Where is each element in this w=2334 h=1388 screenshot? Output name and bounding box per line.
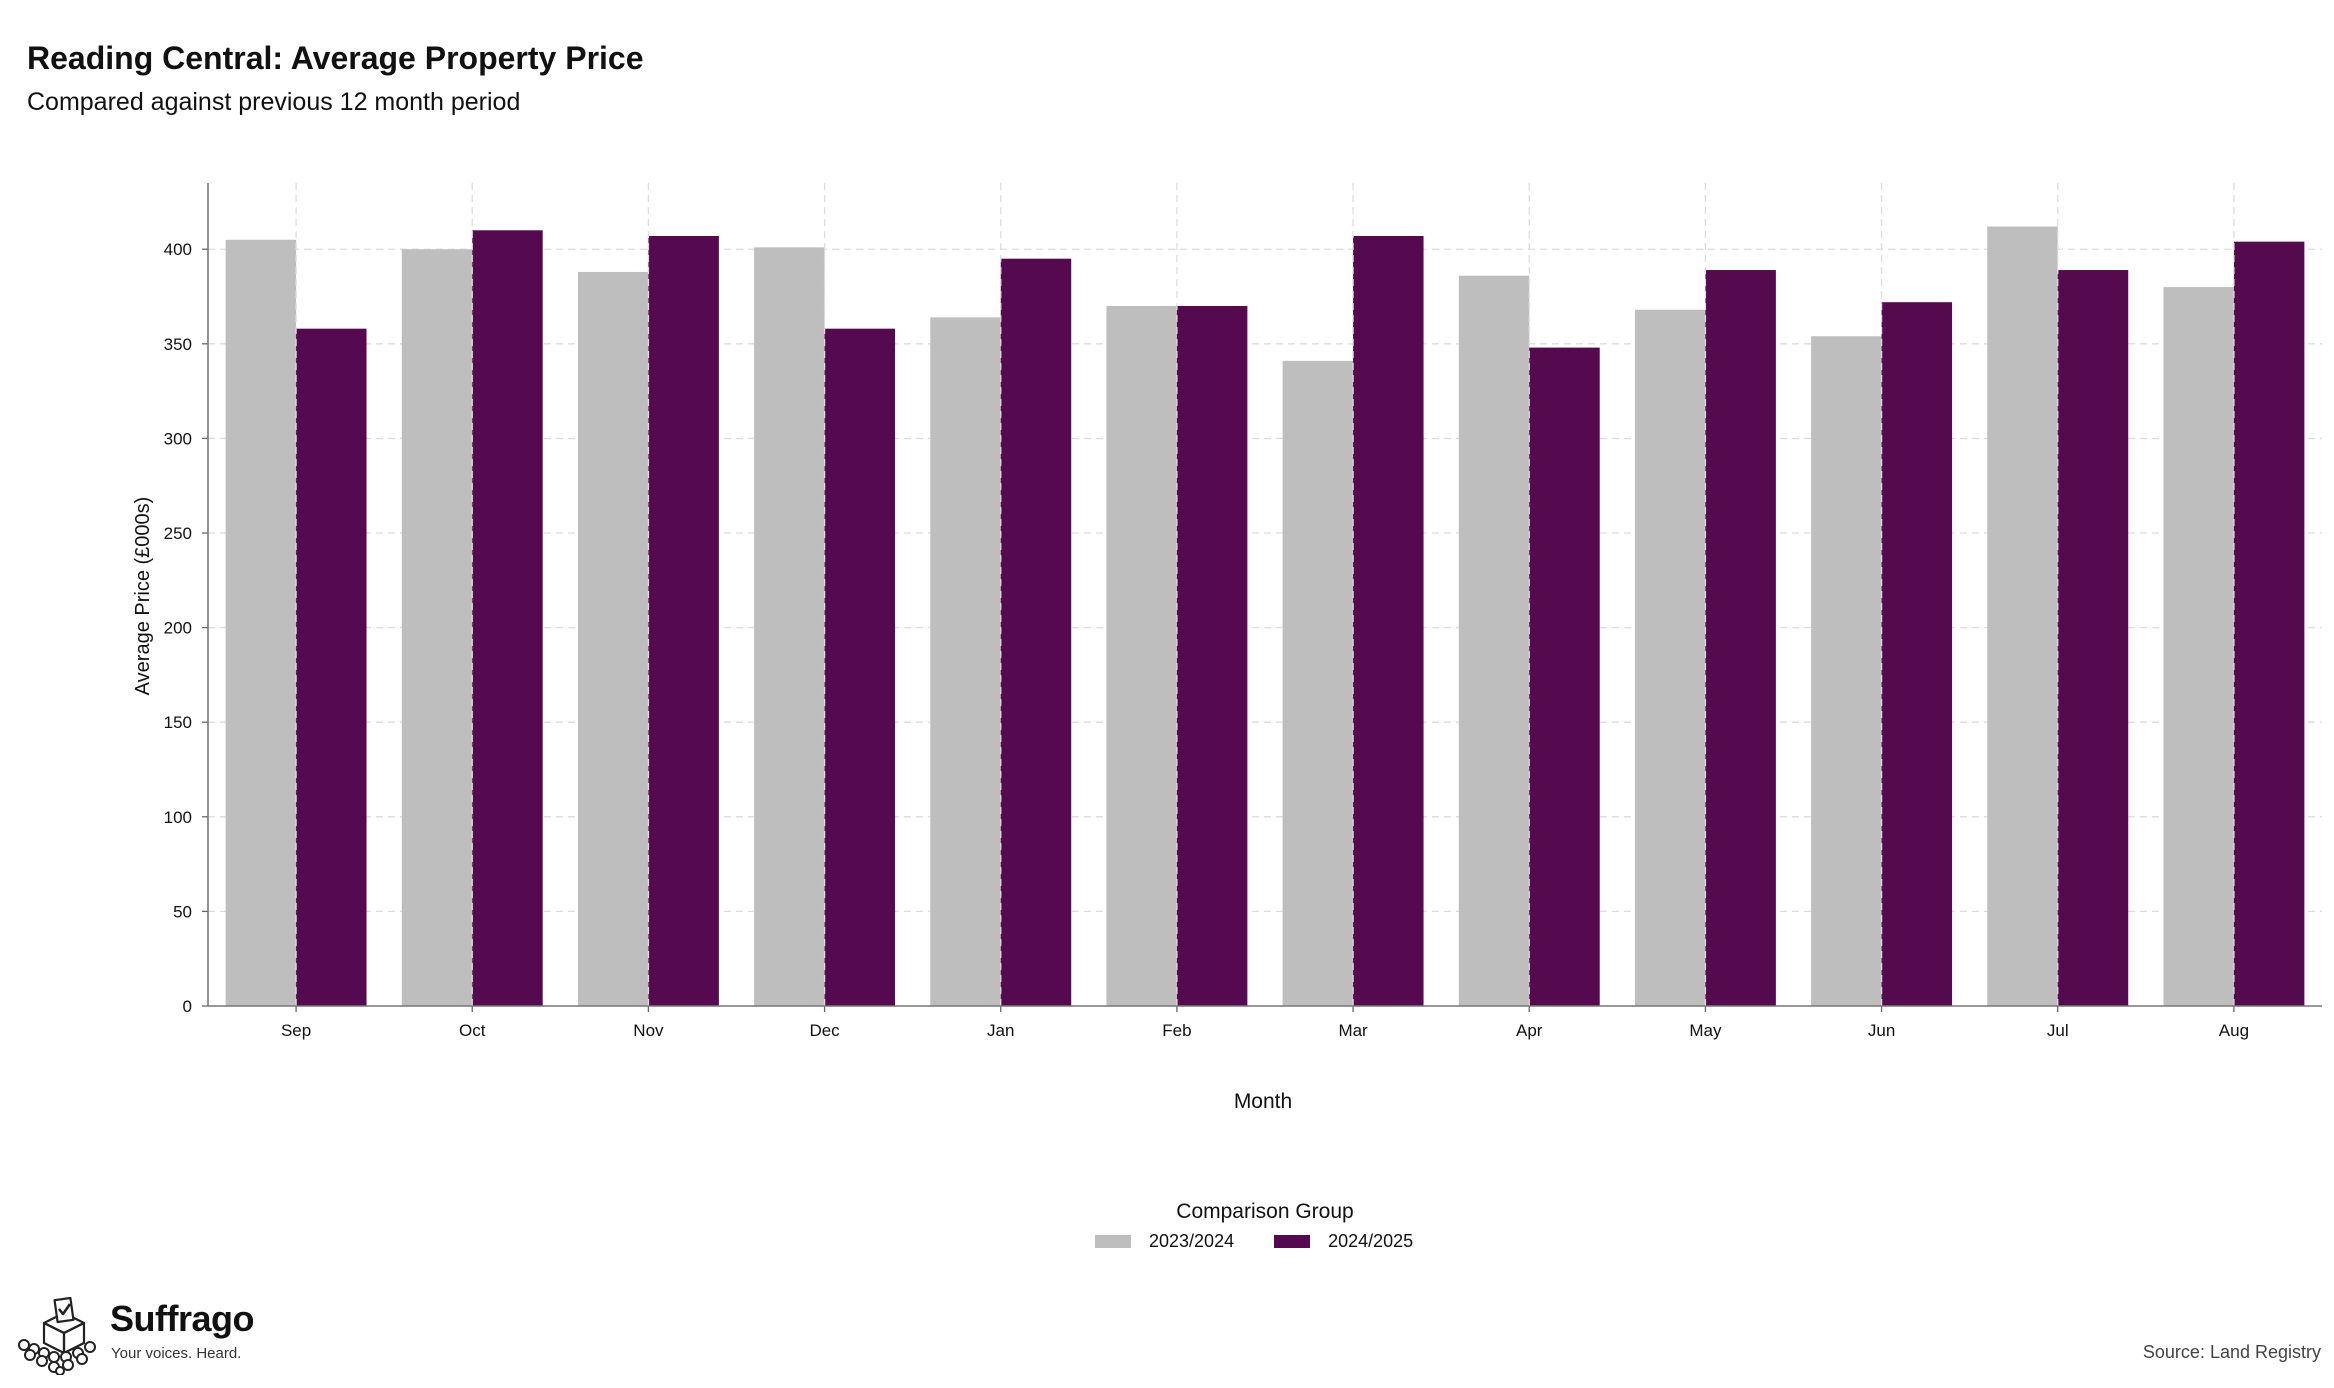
source-note: Source: Land Registry [2142,1342,2321,1362]
legend-label-previous: 2023/2024 [1149,1231,1235,1251]
legend-label-current: 2024/2025 [1328,1231,1414,1251]
bar-2024-2025-nov [648,235,719,1006]
bar-2024-2025-feb [1176,305,1248,1006]
x-tick-label-jun: Jun [1868,1021,1895,1040]
y-tick-label: 400 [164,240,192,259]
bar-2024-2025-jun [1881,302,1953,1006]
chart-subtitle: Compared against previous 12 month perio… [27,88,521,116]
bar-chart: 0 50 100 150 200 250 300 350 400 Sep Oct Nov Dec Jan F… [132,183,2322,1113]
x-tick-label-may: May [1689,1021,1722,1040]
x-tick-label-aug: Aug [2219,1021,2249,1040]
y-tick-label: 100 [164,808,192,827]
x-tick-label-sep: Sep [281,1021,311,1040]
x-tick-label-nov: Nov [633,1021,664,1040]
legend-item-current: 2024/2025 [1274,1231,1413,1252]
bar-2023-2024-jul [1987,226,2058,1006]
bar-2023-2024-mar [1282,360,1354,1006]
x-tick-label-feb: Feb [1162,1021,1191,1040]
ballot-box-icon [18,1296,96,1375]
bar-2024-2025-dec [824,328,896,1007]
legend-swatch-previous [1095,1235,1131,1248]
bars [225,183,2305,1007]
chart-title: Reading Central: Average Property Price [27,40,644,76]
legend: 2023/2024 2024/2025 [1095,1231,1453,1252]
axes: 0 50 100 150 200 250 300 350 400 Sep Oct Nov Dec Jan F… [164,183,2322,1040]
x-tick-label-apr: Apr [1516,1021,1543,1040]
bar-2023-2024-sep [225,239,297,1007]
bar-2024-2025-sep [296,328,367,1007]
y-axis-label: Average Price (£000s) [132,497,154,696]
bar-2024-2025-mar [1353,235,1424,1006]
x-tick-label-mar: Mar [1338,1021,1368,1040]
bar-2023-2024-apr [1458,275,1530,1006]
y-tick-label: 200 [164,619,192,638]
bar-2024-2025-aug [2233,241,2305,1006]
x-tick-label-jan: Jan [987,1021,1014,1040]
bar-2024-2025-oct [472,230,543,1007]
bar-2023-2024-jun [1811,336,1882,1006]
bar-2024-2025-jul [2057,270,2129,1006]
bar-2023-2024-oct [401,249,473,1006]
grid-lines [208,248,2322,913]
bar-2024-2025-apr [1529,347,1600,1007]
y-tick-label: 0 [183,997,192,1016]
y-tick-label: 350 [164,335,192,354]
x-tick-label-oct: Oct [459,1021,486,1040]
bar-2023-2024-feb [1106,305,1177,1006]
y-tick-label: 250 [164,524,192,543]
bar-2023-2024-jan [930,317,1001,1006]
bar-2024-2025-may [1705,270,1776,1006]
y-tick-label: 50 [173,902,192,921]
legend-title: Comparison Group [1176,1200,1354,1223]
legend-swatch-current [1274,1235,1311,1248]
brand-name: Suffrago [110,1298,255,1339]
x-tick-label-jul: Jul [2047,1021,2069,1040]
bar-2023-2024-nov [577,271,649,1006]
brand-tagline: Your voices. Heard. [111,1345,242,1362]
x-axis-label: Month [1234,1090,1292,1113]
bar-2023-2024-dec [754,247,825,1007]
bar-2023-2024-aug [2163,287,2234,1006]
legend-item-previous: 2023/2024 [1095,1231,1234,1252]
y-tick-label: 300 [164,429,192,448]
y-tick-label: 150 [164,713,192,732]
x-tick-label-dec: Dec [809,1021,840,1040]
bar-2023-2024-may [1634,309,1706,1006]
bar-2024-2025-jan [1000,258,1072,1006]
